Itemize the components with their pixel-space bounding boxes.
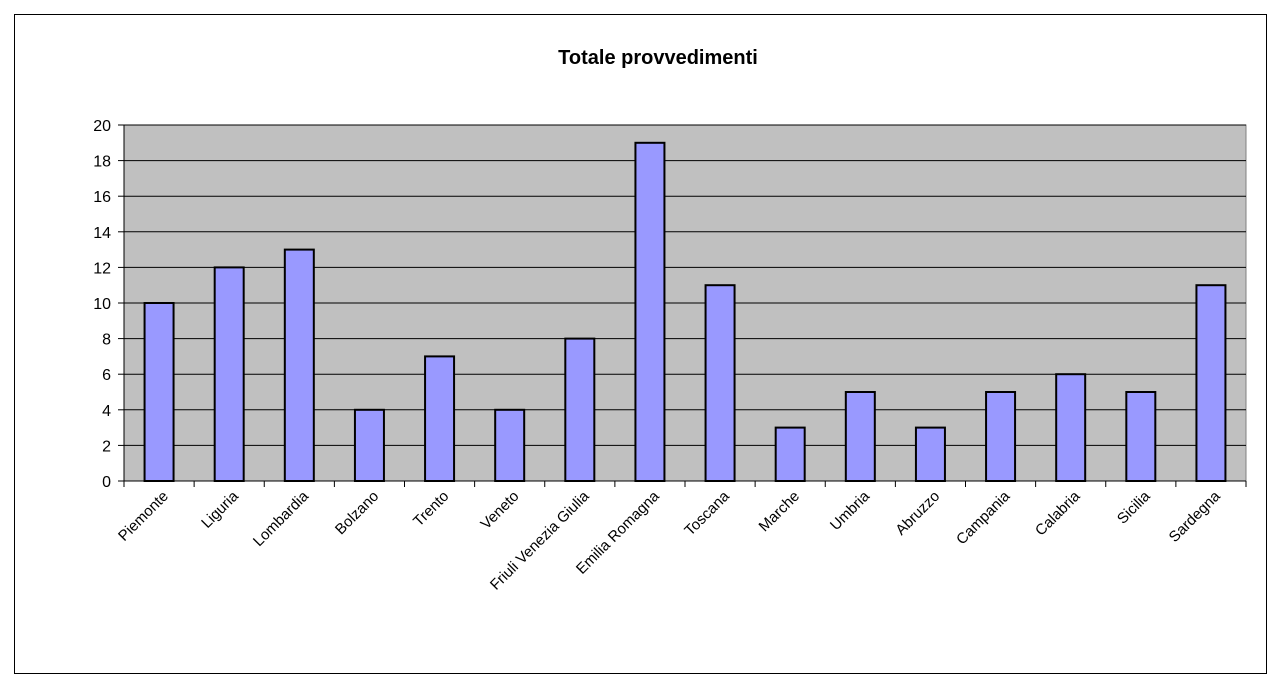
bar [635, 143, 664, 481]
bar [1196, 285, 1225, 481]
y-tick-label: 16 [93, 189, 111, 206]
y-tick-label: 6 [102, 367, 111, 384]
y-tick-label: 10 [93, 296, 111, 313]
bar [916, 428, 945, 481]
y-tick-label: 12 [93, 260, 111, 277]
x-tick-label: Campania [953, 487, 1014, 548]
x-tick-labels: Piemonte Liguria Lombardia Bolzano Trento Ven… [115, 487, 1224, 593]
x-tick-label: Bolzano [332, 488, 382, 538]
x-tick-label: Calabria [1032, 487, 1084, 539]
bar-chart: Totale provvedimenti 0 2 4 6 8 10 12 14 16 18 20 P… [0, 0, 1280, 660]
bar [776, 428, 805, 481]
bar [565, 339, 594, 481]
bar [846, 392, 875, 481]
x-tick-label: Sicilia [1114, 487, 1154, 527]
y-tick-label: 18 [93, 154, 111, 171]
y-tick-label: 4 [102, 403, 111, 420]
x-tick-label: Veneto [477, 488, 522, 533]
bar [215, 267, 244, 481]
y-tick-label: 14 [93, 225, 111, 242]
x-tick-label: Piemonte [115, 488, 172, 545]
x-tick-label: Sardegna [1166, 487, 1224, 545]
bar [355, 410, 384, 481]
bar [145, 303, 174, 481]
y-tick-labels: 0 2 4 6 8 10 12 14 16 18 20 [93, 118, 111, 491]
bar [706, 285, 735, 481]
bar [495, 410, 524, 481]
x-tick-label: Umbria [827, 487, 874, 534]
chart-title: Totale provvedimenti [558, 47, 758, 69]
bar [1056, 374, 1085, 481]
y-tick-label: 8 [102, 332, 111, 349]
x-tick-label: Abruzzo [892, 488, 943, 539]
x-tick-label: Marche [756, 488, 803, 535]
bar [425, 356, 454, 481]
bar [1126, 392, 1155, 481]
x-tick-label: Toscana [681, 487, 733, 539]
bar [285, 250, 314, 481]
y-tick-label: 0 [102, 474, 111, 491]
y-tick-label: 20 [93, 118, 111, 135]
x-tick-label: Liguria [198, 487, 242, 531]
x-tick-label: Lombardia [250, 487, 313, 550]
x-tick-label: Trento [410, 488, 452, 530]
bar [986, 392, 1015, 481]
y-tick-label: 2 [102, 438, 111, 455]
